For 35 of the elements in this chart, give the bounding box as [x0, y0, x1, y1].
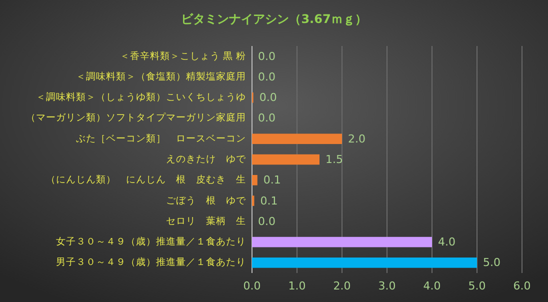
x-tick-label: 4.0 — [423, 280, 441, 292]
bar — [252, 258, 477, 268]
data-label: 0.1 — [260, 194, 278, 208]
data-label: 4.0 — [438, 236, 456, 249]
data-label: 0.0 — [258, 214, 276, 228]
y-tick-label: ぶた［ベーコン類］ ロースベーコン — [76, 132, 246, 144]
data-label: 0.0 — [259, 91, 277, 104]
bar — [252, 154, 320, 165]
bar — [252, 236, 432, 248]
data-label: 0.0 — [258, 112, 276, 125]
y-tick-label: 男子３０～４９（歳）推進量／１食あたり — [56, 256, 246, 268]
x-tick-label: 2.0 — [333, 280, 351, 292]
y-tick-label: ＜調味料類＞（食塩類）精製塩家庭用 — [76, 70, 246, 82]
bar — [252, 174, 258, 186]
bar — [252, 134, 342, 144]
x-tick-label: 6.0 — [513, 280, 531, 292]
y-tick-label: ごぼう 根 ゆで — [166, 194, 247, 206]
y-tick-label: ＜調味料類＞（しょうゆ類）こいくちしょうゆ — [36, 91, 246, 104]
y-tick-label: （にんじん類） にんじん 根 皮むき 生 — [46, 174, 246, 186]
data-label: 2.0 — [348, 132, 366, 146]
chart-title: ビタミンナイアシン（3.67ｍｇ） — [181, 12, 367, 26]
y-tick-label: 女子３０～４９（歳）推進量／１食あたり — [56, 236, 246, 248]
x-tick-label: 0.0 — [243, 280, 261, 292]
x-tick-label: 1.0 — [288, 280, 306, 292]
data-label: 0.0 — [258, 50, 276, 63]
y-tick-label: ＜香辛料類＞こしょう 黒 粉 — [120, 50, 246, 62]
x-tick-label: 3.0 — [378, 280, 396, 292]
data-label: 0.0 — [258, 70, 276, 84]
y-tick-label: セロリ 葉柄 生 — [166, 214, 246, 227]
data-label: 5.0 — [483, 256, 500, 270]
y-tick-label: （マーガリン類）ソフトタイプマーガリン家庭用 — [26, 112, 246, 124]
x-tick-label: 5.0 — [468, 280, 486, 292]
data-label: 1.5 — [326, 153, 343, 166]
data-label: 0.1 — [263, 174, 281, 187]
y-tick-label: えのきたけ ゆで — [166, 154, 247, 165]
